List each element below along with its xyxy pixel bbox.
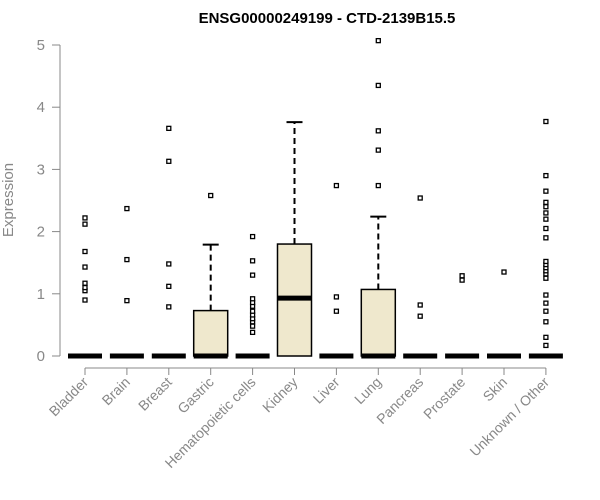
outlier-point bbox=[82, 221, 88, 227]
outlier-point bbox=[543, 210, 549, 216]
y-tick-label: 2 bbox=[37, 224, 45, 241]
outlier-point bbox=[543, 225, 549, 232]
box-bladder bbox=[68, 215, 102, 359]
outlier-point bbox=[208, 192, 214, 199]
x-tick-label: Unknown / Other bbox=[466, 374, 552, 460]
outlier-point bbox=[249, 296, 256, 302]
x-tick-label: Prostate bbox=[420, 374, 468, 422]
outlier-point bbox=[333, 308, 340, 314]
box-pancreas bbox=[403, 195, 438, 359]
box-gastric bbox=[192, 192, 229, 359]
box-group bbox=[68, 37, 563, 359]
outlier-point bbox=[543, 204, 549, 210]
box-unknown-other bbox=[528, 118, 563, 359]
y-tick-label: 0 bbox=[37, 348, 45, 365]
outlier-point bbox=[543, 292, 549, 298]
y-tick-label: 5 bbox=[37, 37, 45, 54]
outlier-point bbox=[543, 319, 549, 325]
outlier-point bbox=[543, 235, 549, 241]
outlier-point bbox=[333, 294, 340, 300]
outlier-point bbox=[543, 308, 549, 314]
box-skin bbox=[487, 269, 521, 359]
outlier-point bbox=[417, 302, 423, 308]
outlier-point bbox=[375, 147, 381, 153]
x-tick-label: Breast bbox=[135, 374, 175, 414]
y-axis: 0 1 2 3 4 5 bbox=[37, 37, 61, 365]
y-axis-label: Expression bbox=[0, 163, 17, 237]
outlier-point bbox=[543, 275, 549, 281]
outlier-point bbox=[124, 297, 130, 304]
outlier-point bbox=[417, 195, 423, 201]
outlier-point bbox=[249, 258, 256, 264]
outlier-point bbox=[375, 37, 381, 44]
outlier-point bbox=[166, 125, 172, 131]
outlier-point bbox=[543, 118, 549, 125]
outlier-point bbox=[124, 256, 130, 263]
outlier-point bbox=[543, 342, 549, 349]
outlier-point bbox=[459, 273, 465, 279]
outlier-point bbox=[375, 128, 381, 134]
outlier-point bbox=[166, 304, 172, 310]
outlier-point bbox=[501, 269, 507, 275]
outlier-point bbox=[249, 323, 256, 329]
outlier-point bbox=[82, 280, 88, 286]
x-tick-label: Brain bbox=[99, 374, 133, 408]
chart-title: ENSG00000249199 - CTD-2139B15.5 bbox=[199, 10, 456, 27]
outlier-point bbox=[543, 199, 549, 206]
outlier-point bbox=[166, 283, 172, 289]
outlier-point bbox=[249, 272, 256, 278]
outlier-point bbox=[375, 182, 381, 189]
box-kidney bbox=[276, 121, 313, 357]
box-breast bbox=[151, 125, 186, 359]
y-tick-label: 4 bbox=[37, 99, 45, 116]
box-body bbox=[360, 288, 397, 357]
outlier-point bbox=[82, 264, 88, 270]
outlier-point bbox=[124, 205, 130, 212]
outlier-point bbox=[333, 182, 340, 189]
x-tick-label: Lung bbox=[351, 374, 384, 407]
x-tick-label: Liver bbox=[310, 374, 343, 407]
outlier-point bbox=[166, 261, 172, 267]
x-tick-label: Skin bbox=[480, 374, 511, 405]
outlier-point bbox=[82, 297, 88, 303]
outlier-point bbox=[82, 284, 88, 291]
box-body bbox=[192, 309, 229, 357]
outlier-point bbox=[82, 248, 88, 255]
box-brain bbox=[109, 205, 144, 359]
x-tick-label: Kidney bbox=[259, 374, 301, 416]
y-tick-label: 3 bbox=[37, 161, 45, 178]
outlier-point bbox=[249, 308, 256, 314]
outlier-point bbox=[543, 216, 549, 222]
outlier-point bbox=[249, 233, 256, 240]
x-tick-label: Pancreas bbox=[373, 374, 426, 427]
outlier-point bbox=[543, 300, 549, 306]
outlier-point bbox=[543, 334, 549, 340]
y-tick-label: 1 bbox=[37, 286, 45, 303]
outlier-point bbox=[459, 277, 465, 283]
outlier-point bbox=[166, 158, 172, 164]
outlier-point bbox=[82, 215, 88, 221]
outlier-point bbox=[543, 258, 549, 265]
box-hematopoietic-cells bbox=[235, 233, 270, 359]
x-tick-label: Bladder bbox=[46, 374, 92, 420]
outlier-point bbox=[543, 172, 549, 179]
box-lung bbox=[360, 37, 397, 359]
outlier-point bbox=[543, 188, 549, 194]
outlier-point bbox=[417, 313, 423, 319]
box-prostate bbox=[445, 273, 480, 359]
box-liver bbox=[319, 182, 354, 359]
outlier-point bbox=[375, 82, 381, 89]
outlier-point bbox=[249, 329, 256, 336]
